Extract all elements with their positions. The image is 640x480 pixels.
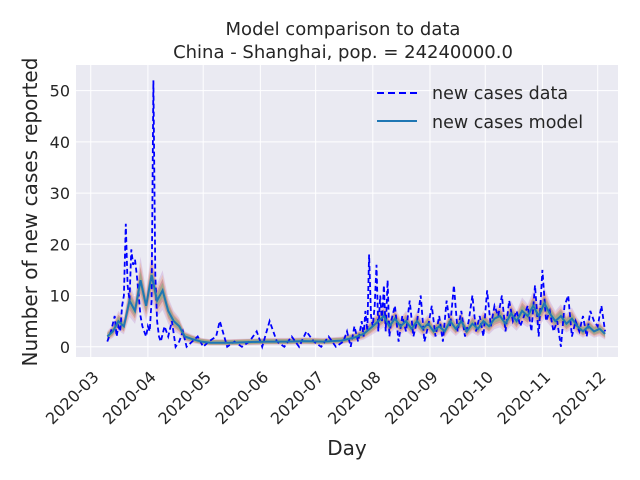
y-axis-label: Number of new cases reported [18, 58, 42, 367]
x-axis-label: Day [327, 436, 367, 460]
y-tick-label: 20 [50, 235, 70, 254]
series-line-new-cases-model [106, 274, 606, 344]
series-layer [106, 80, 606, 350]
legend: new cases data new cases model [377, 84, 583, 133]
y-tick-label: 30 [50, 184, 70, 203]
legend-label-model: new cases model [432, 113, 583, 133]
chart-title: Model comparison to data [226, 19, 461, 40]
series-line-new-cases-data [106, 80, 606, 350]
chart-subtitle: China - Shanghai, pop. = 24240000.0 [173, 42, 513, 63]
y-tick-label: 40 [50, 133, 70, 152]
y-axis: 0 10 20 30 40 50 [50, 82, 70, 357]
y-tick-label: 10 [50, 287, 70, 306]
legend-label-data: new cases data [432, 84, 568, 104]
y-tick-label: 50 [50, 82, 70, 101]
y-tick-label: 0 [60, 338, 70, 357]
